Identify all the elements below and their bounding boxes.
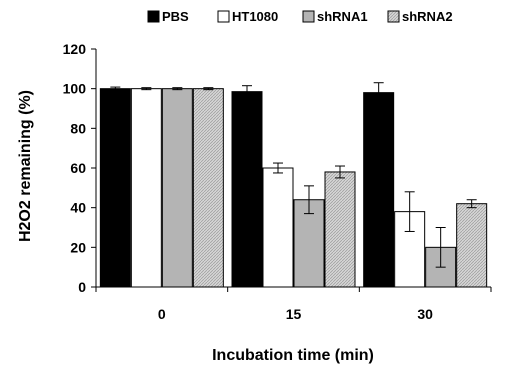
legend: PBS HT1080 shRNA1 shRNA2 bbox=[147, 9, 453, 24]
y-tick-label: 80 bbox=[70, 120, 86, 136]
bar-shrna1 bbox=[293, 199, 325, 288]
x-tick-label: 30 bbox=[417, 306, 433, 322]
y-tick-label: 40 bbox=[70, 200, 86, 216]
x-axis-title: Incubation time (min) bbox=[212, 347, 374, 364]
y-tick-label: 120 bbox=[63, 41, 87, 57]
y-axis-title: H2O2 remaining (%) bbox=[17, 90, 34, 242]
legend-swatch-pbs bbox=[147, 10, 160, 23]
legend-label: PBS bbox=[162, 9, 189, 24]
bar-ht1080 bbox=[262, 167, 294, 288]
y-tick-label: 20 bbox=[70, 239, 86, 255]
legend-label: HT1080 bbox=[232, 9, 278, 24]
plot-area: 0 20 40 60 80 100 120 0 15 30 bbox=[63, 41, 492, 322]
bar-shrna1 bbox=[161, 88, 193, 288]
bar-pbs bbox=[363, 92, 395, 288]
bar-ht1080 bbox=[130, 88, 162, 288]
legend-swatch-ht1080 bbox=[217, 10, 230, 23]
x-tick-label: 0 bbox=[158, 306, 166, 322]
y-tick-label: 0 bbox=[78, 279, 86, 295]
bar-pbs bbox=[99, 88, 131, 288]
bar-shrna2 bbox=[192, 88, 224, 288]
x-tick-label: 15 bbox=[286, 306, 302, 322]
legend-label: shRNA2 bbox=[402, 9, 453, 24]
y-tick-label: 60 bbox=[70, 160, 86, 176]
y-tick-label: 100 bbox=[63, 81, 87, 97]
legend-swatch-shrna2 bbox=[387, 10, 400, 23]
legend-swatch-shrna1 bbox=[302, 10, 315, 23]
bar-pbs bbox=[231, 91, 263, 288]
legend-label: shRNA1 bbox=[317, 9, 368, 24]
bar-shrna2 bbox=[324, 171, 356, 288]
bar-shrna2 bbox=[456, 203, 488, 288]
